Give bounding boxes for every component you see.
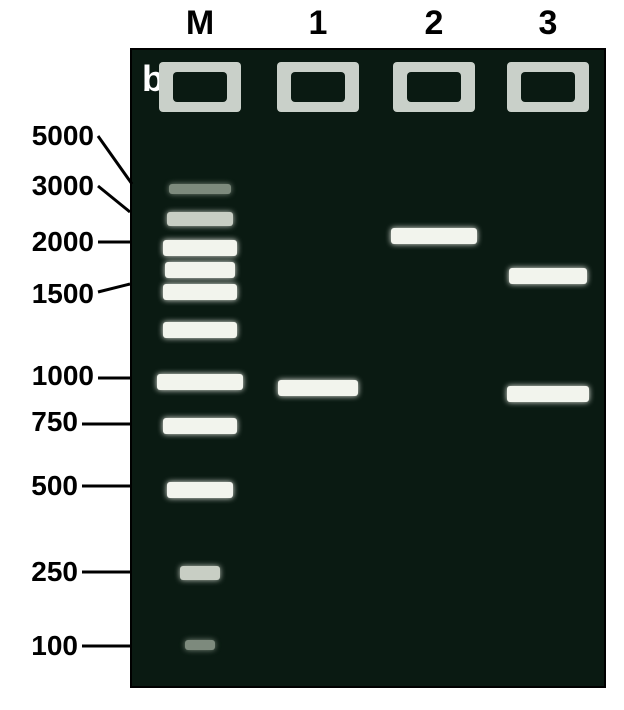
ladder-tick-500: 500: [0, 470, 78, 502]
band-lane2-2200bp: [391, 228, 477, 244]
band-marker-1250bp: [163, 322, 237, 338]
lane-header-marker: M: [170, 4, 230, 43]
band-marker-2000bp: [163, 240, 237, 256]
ladder-tick-1500: 1500: [0, 278, 94, 310]
ladder-tick-line-1500: [98, 284, 130, 292]
ladder-tick-line-5000: [98, 136, 132, 184]
well-inner-lane-1: [291, 72, 345, 102]
ladder-tick-3000: 3000: [0, 170, 94, 202]
band-marker-250bp: [180, 566, 220, 580]
band-marker-750bp: [163, 418, 237, 434]
band-marker-1500bp: [163, 284, 237, 300]
band-lane3-1700bp: [509, 268, 587, 284]
ladder-tick-1000: 1000: [0, 360, 94, 392]
ladder-tick-250: 250: [0, 556, 78, 588]
band-marker-3000bp: [167, 212, 233, 226]
ladder-tick-750: 750: [0, 406, 78, 438]
ladder-tick-line-3000: [98, 186, 130, 212]
band-marker-1800bp: [165, 262, 235, 278]
gel-figure: M 1 2 3 bp 50003000200015001000750500250…: [0, 0, 624, 710]
well-inner-lane-3: [521, 72, 575, 102]
lane-header-1: 1: [288, 4, 348, 43]
band-lane3-1000bp: [507, 386, 589, 402]
band-marker-1000bp: [157, 374, 243, 390]
ladder-tick-100: 100: [0, 630, 78, 662]
lane-header-2: 2: [404, 4, 464, 43]
band-marker-5000bp: [169, 184, 231, 194]
band-marker-500bp: [167, 482, 233, 498]
band-lane1-1000bp: [278, 380, 358, 396]
lane-header-3: 3: [518, 4, 578, 43]
gel-area: [130, 48, 606, 688]
ladder-tick-2000: 2000: [0, 226, 94, 258]
ladder-tick-5000: 5000: [0, 120, 94, 152]
band-marker-100bp: [185, 640, 215, 650]
well-inner-lane-2: [407, 72, 461, 102]
well-inner-lane-0: [173, 72, 227, 102]
